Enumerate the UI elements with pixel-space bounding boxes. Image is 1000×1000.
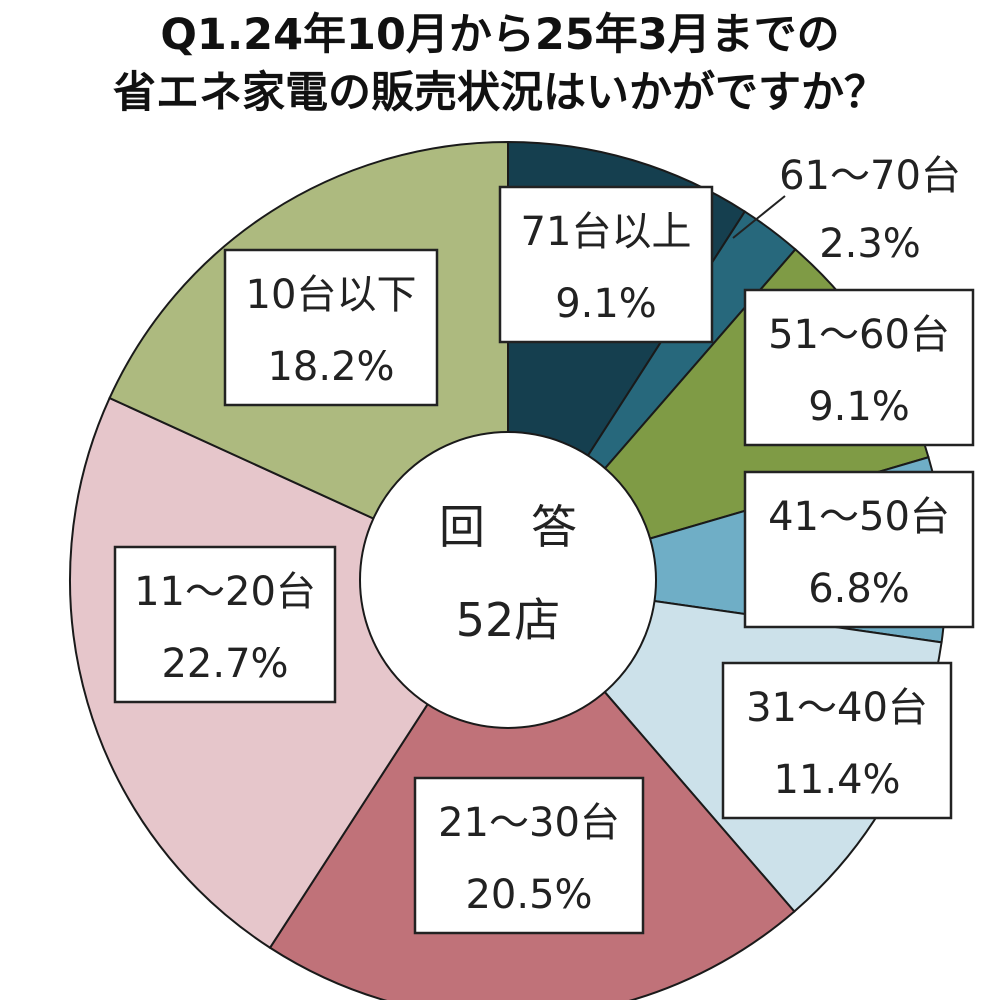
- slice-percent-label-3: 6.8%: [808, 566, 910, 612]
- chart-title-line-1: Q1.24年10月から25年3月までの: [160, 10, 840, 60]
- slice-label-6: 11～20台 22.7%: [113, 545, 337, 704]
- center-circle: [359, 431, 657, 729]
- chart-title: Q1.24年10月から25年3月までの 省エネ家電の販売状況はいかがですか？: [0, 6, 1000, 122]
- slice-category-label-2: 51～60台: [768, 312, 950, 358]
- slice-percent-label-0: 9.1%: [555, 281, 657, 327]
- slice-label-box-6: [113, 545, 337, 704]
- slice-percent-label-2: 9.1%: [808, 384, 910, 430]
- slice-category-label-7: 10台以下: [246, 272, 417, 318]
- slice-label-box-7: [223, 248, 439, 407]
- leader-line-61-70: [732, 195, 786, 239]
- slice-category-label-1: 61～70台: [779, 153, 961, 199]
- center-label-count: 52店: [456, 593, 561, 647]
- slice-label-2: 51～60台 9.1%: [743, 288, 975, 447]
- slice-percent-label-4: 11.4%: [773, 757, 900, 803]
- slice-category-label-6: 11～20台: [134, 569, 316, 615]
- slice-percent-label-6: 22.7%: [161, 641, 288, 687]
- slice-label-4: 31～40台 11.4%: [721, 661, 953, 820]
- slice-label-5: 21～30台 20.5%: [413, 776, 645, 935]
- slice-label-box-0: [498, 185, 714, 344]
- slice-percent-label-7: 18.2%: [267, 344, 394, 390]
- slice-category-label-5: 21～30台: [438, 800, 620, 846]
- slice-category-label-3: 41～50台: [768, 494, 950, 540]
- slice-label-0: 71台以上 9.1%: [498, 185, 714, 344]
- slice-label-box-3: [743, 470, 975, 629]
- slice-label-1: 61～70台 2.3%: [779, 153, 961, 267]
- center-hole: 回 答 52店: [359, 431, 657, 729]
- slice-category-label-0: 71台以上: [521, 209, 692, 255]
- slice-label-7: 10台以下 18.2%: [223, 248, 439, 407]
- slice-label-box-4: [721, 661, 953, 820]
- center-label-title: 回 答: [439, 500, 577, 554]
- chart-title-line-2: 省エネ家電の販売状況はいかがですか？: [113, 68, 887, 118]
- slice-category-label-4: 31～40台: [746, 685, 928, 731]
- slice-label-box-5: [413, 776, 645, 935]
- slice-label-3: 41～50台 6.8%: [743, 470, 975, 629]
- slice-percent-label-5: 20.5%: [465, 872, 592, 918]
- slice-percent-label-1: 2.3%: [819, 221, 921, 267]
- slice-label-box-2: [743, 288, 975, 447]
- slice-labels: 71台以上 9.1% 61～70台 2.3% 51～60台 9.1% 41～50台 6.8% 3…: [113, 153, 975, 935]
